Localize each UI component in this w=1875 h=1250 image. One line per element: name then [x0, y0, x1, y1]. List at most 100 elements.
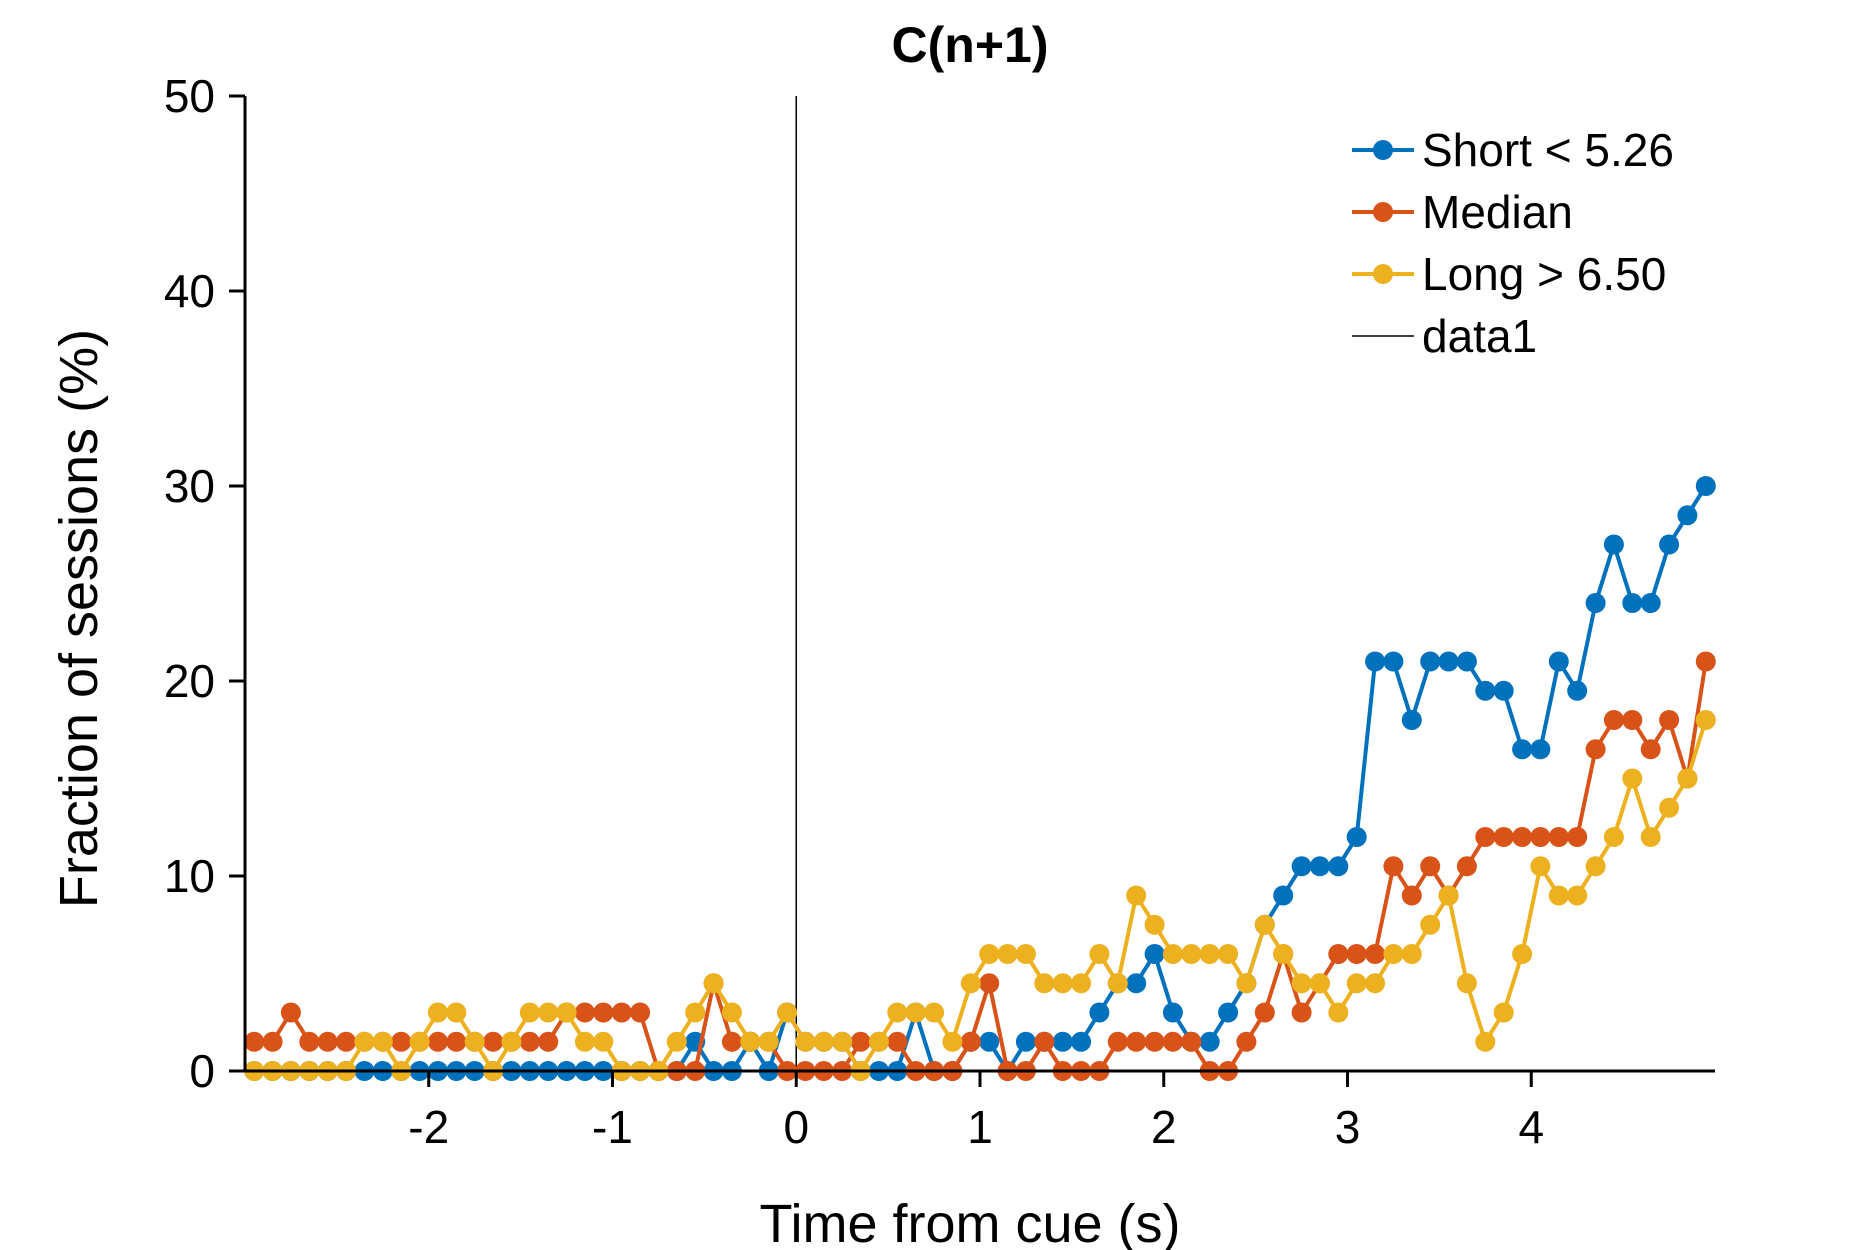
- data-point: [1585, 593, 1606, 613]
- data-point: [1640, 827, 1661, 847]
- x-tick-label: 0: [783, 1101, 809, 1153]
- data-point: [1291, 973, 1312, 994]
- data-point: [1438, 885, 1459, 906]
- legend-marker: [1373, 140, 1393, 160]
- data-point: [1512, 739, 1533, 760]
- data-point: [1603, 534, 1624, 555]
- x-tick-label: 3: [1335, 1101, 1361, 1153]
- data-point: [1567, 680, 1588, 701]
- data-point: [1071, 973, 1092, 994]
- data-point: [1015, 944, 1036, 964]
- data-point: [1199, 1031, 1220, 1052]
- data-point: [1567, 827, 1588, 847]
- axes-layer: -2 -1 0 1 2 3 4 0 10 20 30 40 50: [164, 70, 1715, 1153]
- data-point: [262, 1031, 283, 1052]
- legend-marker: [1373, 264, 1393, 284]
- data-point: [1475, 680, 1496, 701]
- data-point: [979, 1031, 1000, 1052]
- data-point: [960, 1031, 981, 1052]
- data-point: [1365, 651, 1386, 672]
- y-tick-label: 20: [164, 655, 215, 707]
- data-point: [1236, 1031, 1257, 1052]
- plot-area: -2 -1 0 1 2 3 4 0 10 20 30 40 50: [164, 70, 1716, 1153]
- data-point: [1346, 827, 1367, 847]
- data-point: [1144, 1031, 1165, 1052]
- data-point: [997, 944, 1018, 964]
- data-point: [1273, 885, 1294, 906]
- data-point: [1530, 856, 1551, 877]
- data-point: [813, 1031, 834, 1052]
- y-tick-label: 50: [164, 70, 215, 122]
- data-point: [1254, 914, 1275, 935]
- data-point: [574, 1031, 595, 1052]
- data-point: [1585, 739, 1606, 760]
- data-point: [1493, 827, 1514, 847]
- data-point: [1456, 651, 1477, 672]
- data-point: [1089, 944, 1110, 964]
- data-point: [1273, 944, 1294, 964]
- data-point: [1144, 914, 1165, 935]
- data-point: [1034, 1031, 1055, 1052]
- data-point: [1677, 505, 1698, 526]
- data-point: [960, 973, 981, 994]
- data-point: [538, 1031, 559, 1052]
- data-point: [1456, 856, 1477, 877]
- data-point: [1383, 651, 1404, 672]
- data-point: [1162, 1002, 1183, 1023]
- series-0: [244, 476, 1716, 1081]
- legend-label: Short < 5.26: [1422, 124, 1674, 176]
- data-point: [795, 1031, 816, 1052]
- y-axis-title: Fraction of sessions (%): [49, 329, 109, 908]
- data-point: [740, 1031, 761, 1052]
- data-point: [685, 1002, 706, 1023]
- legend-marker: [1373, 202, 1393, 222]
- data-point: [1456, 973, 1477, 994]
- data-point: [593, 1002, 614, 1023]
- data-point: [372, 1031, 393, 1052]
- data-point: [354, 1031, 375, 1052]
- data-point: [721, 1031, 742, 1052]
- data-point: [1548, 885, 1569, 906]
- data-point: [1401, 944, 1422, 964]
- series-line: [254, 661, 1708, 1073]
- data-point: [1622, 710, 1643, 730]
- data-point: [887, 1002, 908, 1023]
- data-point: [1695, 651, 1716, 672]
- data-point: [1603, 827, 1624, 847]
- data-point: [464, 1031, 485, 1052]
- data-point: [1181, 1031, 1202, 1052]
- x-tick-label: 1: [967, 1101, 993, 1153]
- y-ticks: 0 10 20 30 40 50: [164, 70, 245, 1097]
- data-point: [556, 1002, 577, 1023]
- data-point: [1420, 856, 1441, 877]
- data-point: [1365, 973, 1386, 994]
- data-point: [1126, 885, 1147, 906]
- data-point: [574, 1002, 595, 1023]
- data-point: [868, 1031, 889, 1052]
- data-point: [1622, 593, 1643, 613]
- data-point: [1328, 1002, 1349, 1023]
- data-point: [336, 1031, 357, 1052]
- legend: Short < 5.26 Median Long > 6.50 data1: [1352, 124, 1674, 362]
- data-point: [1677, 768, 1698, 789]
- x-axis-title: Time from cue (s): [759, 1194, 1180, 1250]
- data-point: [611, 1002, 632, 1023]
- data-point: [1107, 1031, 1128, 1052]
- data-point: [1567, 885, 1588, 906]
- y-tick-label: 40: [164, 265, 215, 317]
- data-point: [758, 1031, 779, 1052]
- data-point: [1034, 973, 1055, 994]
- data-point: [1383, 944, 1404, 964]
- data-point: [483, 1031, 504, 1052]
- data-point: [1328, 856, 1349, 877]
- data-point: [721, 1002, 742, 1023]
- data-point: [1493, 680, 1514, 701]
- data-point: [979, 944, 1000, 964]
- legend-label: Median: [1422, 186, 1573, 238]
- data-point: [630, 1002, 651, 1023]
- data-point: [1622, 768, 1643, 789]
- x-tick-label: -1: [592, 1101, 633, 1153]
- data-point: [850, 1031, 871, 1052]
- data-point: [1548, 827, 1569, 847]
- data-point: [280, 1002, 301, 1023]
